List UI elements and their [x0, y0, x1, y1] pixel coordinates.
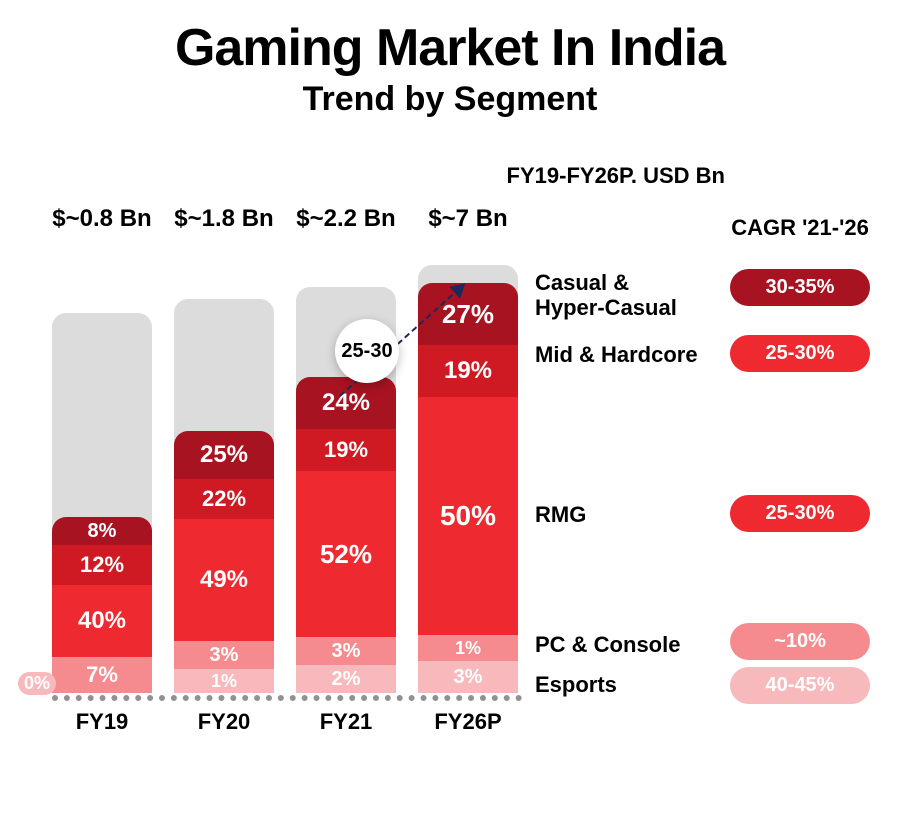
- cagr-pill-esports: 40-45%: [730, 667, 870, 704]
- segment-rmg: 50%: [418, 397, 518, 635]
- cagr-pill-casual: 30-35%: [730, 269, 870, 306]
- segment-casual: 27%: [418, 283, 518, 345]
- segment-casual: 25%: [174, 431, 274, 479]
- stacked-bar: 27%19%50%1%3%: [418, 283, 518, 693]
- segment-mid: 12%: [52, 545, 152, 585]
- bars-region: 8%12%40%7%0%FY1925%22%49%3%1%FY2024%19%5…: [30, 253, 510, 693]
- cagr-title: CAGR '21-'26: [720, 215, 880, 241]
- chart-area: $~0.8 Bn$~1.8 Bn$~2.2 Bn$~7 Bn 8%12%40%7…: [30, 205, 510, 745]
- growth-callout: 25-30: [335, 319, 399, 383]
- cagr-column: CAGR '21-'26 30-35%25-30%25-30%~10%40-45…: [720, 215, 880, 259]
- top-labels-row: $~0.8 Bn$~1.8 Bn$~2.2 Bn$~7 Bn: [30, 205, 510, 235]
- period-label: FY19-FY26P. USD Bn: [507, 163, 725, 189]
- stacked-bar: 8%12%40%7%: [52, 517, 152, 693]
- segment-pc: 3%: [174, 641, 274, 669]
- x-axis-label: FY20: [174, 709, 274, 735]
- bar-top-label: $~7 Bn: [412, 205, 524, 233]
- segment-mid: 22%: [174, 479, 274, 519]
- x-axis-label: FY19: [52, 709, 152, 735]
- segment-mid: 19%: [418, 345, 518, 397]
- segment-esports: 2%: [296, 665, 396, 693]
- segment-casual: 8%: [52, 517, 152, 545]
- chart-title: Gaming Market In India: [0, 0, 900, 78]
- bar-top-label: $~0.8 Bn: [46, 205, 158, 233]
- legend-pc: PC & Console: [535, 632, 680, 657]
- segment-rmg: 52%: [296, 471, 396, 637]
- segment-casual: 24%: [296, 377, 396, 429]
- bar-top-label: $~1.8 Bn: [168, 205, 280, 233]
- legend-rmg: RMG: [535, 502, 586, 527]
- segment-pc: 3%: [296, 637, 396, 665]
- legend-esports: Esports: [535, 672, 617, 697]
- cagr-pill-pc: ~10%: [730, 623, 870, 660]
- segment-rmg: 40%: [52, 585, 152, 657]
- x-axis-label: FY26P: [418, 709, 518, 735]
- bar-top-label: $~2.2 Bn: [290, 205, 402, 233]
- segment-esports: 1%: [174, 669, 274, 693]
- cagr-pill-mid: 25-30%: [730, 335, 870, 372]
- zero-badge: 0%: [18, 672, 56, 695]
- stacked-bar: 24%19%52%3%2%: [296, 377, 396, 693]
- cagr-pill-rmg: 25-30%: [730, 495, 870, 532]
- x-axis-label: FY21: [296, 709, 396, 735]
- segment-pc: 7%: [52, 657, 152, 693]
- segment-mid: 19%: [296, 429, 396, 471]
- legend-mid: Mid & Hardcore: [535, 342, 698, 367]
- segment-pc: 1%: [418, 635, 518, 661]
- chart-subtitle: Trend by Segment: [0, 80, 900, 119]
- legend-casual: Casual & Hyper-Casual: [535, 270, 677, 321]
- segment-rmg: 49%: [174, 519, 274, 641]
- x-axis-dotted: [52, 695, 522, 701]
- stacked-bar: 25%22%49%3%1%: [174, 431, 274, 693]
- segment-esports: 3%: [418, 661, 518, 693]
